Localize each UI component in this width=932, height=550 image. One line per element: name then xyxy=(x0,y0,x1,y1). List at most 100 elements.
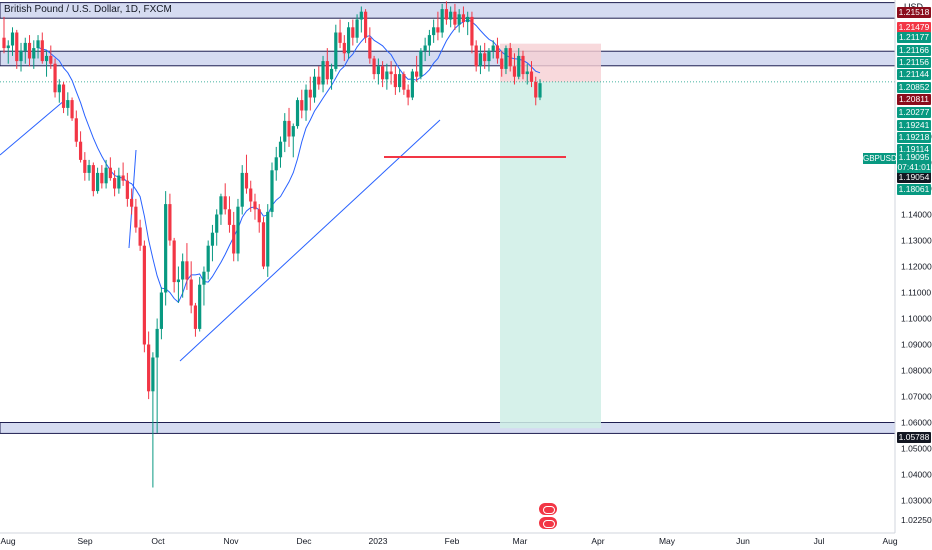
candle xyxy=(15,29,19,69)
economic-event-icon[interactable] xyxy=(538,516,558,530)
candle xyxy=(172,237,176,293)
trendline xyxy=(179,119,441,362)
price-tag: 1.20811 xyxy=(897,94,931,105)
price-axis-tick: 1.08000 xyxy=(901,366,932,376)
candle xyxy=(291,123,295,158)
candle xyxy=(308,76,312,111)
candle-body xyxy=(130,198,134,207)
candle xyxy=(325,48,329,85)
candle xyxy=(461,6,466,28)
time-axis-tick: Dec xyxy=(296,536,312,546)
candle xyxy=(36,35,40,59)
candle-body xyxy=(95,172,100,192)
candle-body xyxy=(329,68,334,80)
price-tag: 1.19241 xyxy=(897,120,931,131)
candle xyxy=(389,61,393,85)
price-tag: 1.19054 xyxy=(897,172,931,183)
candle xyxy=(436,11,440,41)
candle-body xyxy=(470,16,474,46)
candle-body xyxy=(461,14,466,23)
candle-body xyxy=(538,83,542,98)
candle-body xyxy=(83,159,87,173)
candle xyxy=(287,107,291,147)
candle xyxy=(444,1,449,25)
candle xyxy=(342,35,346,62)
candle-body xyxy=(78,141,83,160)
candle xyxy=(334,24,338,72)
candle-body xyxy=(427,35,431,46)
candle-body xyxy=(338,32,342,43)
candle xyxy=(104,159,108,189)
candle xyxy=(61,81,66,114)
candle xyxy=(121,162,125,186)
candle-body xyxy=(363,11,368,38)
candle xyxy=(227,196,232,233)
candle xyxy=(100,165,104,189)
candle xyxy=(406,84,410,106)
candle-body xyxy=(6,45,10,49)
price-axis-tick: 1.12000 xyxy=(901,262,932,272)
candle-body xyxy=(432,27,436,36)
candle-body xyxy=(504,48,508,69)
candle xyxy=(423,37,427,62)
candle-body xyxy=(406,89,410,98)
candle xyxy=(440,3,444,38)
candle xyxy=(49,45,53,69)
candle xyxy=(338,19,342,49)
candle xyxy=(478,45,483,75)
candle xyxy=(95,167,100,194)
candle-body xyxy=(402,74,406,90)
price-axis-tick: 1.14000 xyxy=(901,210,932,220)
candle xyxy=(385,63,389,90)
candle-body xyxy=(210,232,215,246)
candle xyxy=(244,154,249,194)
candle-body xyxy=(295,100,300,127)
candle xyxy=(253,193,257,220)
candle-body xyxy=(61,84,66,108)
trendline-left xyxy=(0,99,66,156)
candle-body xyxy=(512,66,517,77)
candle-body xyxy=(372,58,376,75)
candle-body xyxy=(44,55,49,62)
candle xyxy=(529,61,534,88)
candle xyxy=(249,180,253,212)
support-zone-bottom xyxy=(0,422,896,434)
price-tag: 1.20277 xyxy=(897,107,931,118)
candle xyxy=(534,76,538,106)
candle xyxy=(168,193,172,246)
candle xyxy=(500,50,504,77)
time-axis-tick: 2023 xyxy=(369,536,388,546)
chart-title: British Pound / U.S. Dollar, 1D, FXCM xyxy=(4,4,172,15)
candle-body xyxy=(249,188,253,202)
candle-body xyxy=(100,172,104,184)
candle xyxy=(53,58,57,98)
time-axis-tick: Sep xyxy=(77,536,92,546)
candle xyxy=(176,266,181,303)
ticker-symbol-tag[interactable]: GBPUSD xyxy=(863,153,897,164)
candle xyxy=(474,40,478,72)
candle xyxy=(329,63,334,90)
candle-body xyxy=(346,27,351,54)
economic-event-icon[interactable] xyxy=(538,502,558,516)
candle-body xyxy=(176,279,181,283)
candle-body xyxy=(368,37,372,59)
candle xyxy=(236,198,240,262)
candle-body xyxy=(232,224,236,254)
candle-body xyxy=(393,74,397,88)
candle-body xyxy=(257,209,261,223)
candle xyxy=(19,42,23,72)
time-axis-tick: Jul xyxy=(814,536,825,546)
candle-body xyxy=(355,19,359,38)
price-tag: 1.19114 xyxy=(897,144,931,155)
candle xyxy=(372,55,376,80)
candle xyxy=(304,84,308,121)
candle-body xyxy=(287,120,291,137)
candle-body xyxy=(172,240,176,283)
candle xyxy=(457,9,461,33)
candle xyxy=(87,159,91,181)
candle xyxy=(10,27,15,56)
time-axis-tick: Oct xyxy=(151,536,165,546)
price-tag: 1.21479 xyxy=(897,22,931,33)
